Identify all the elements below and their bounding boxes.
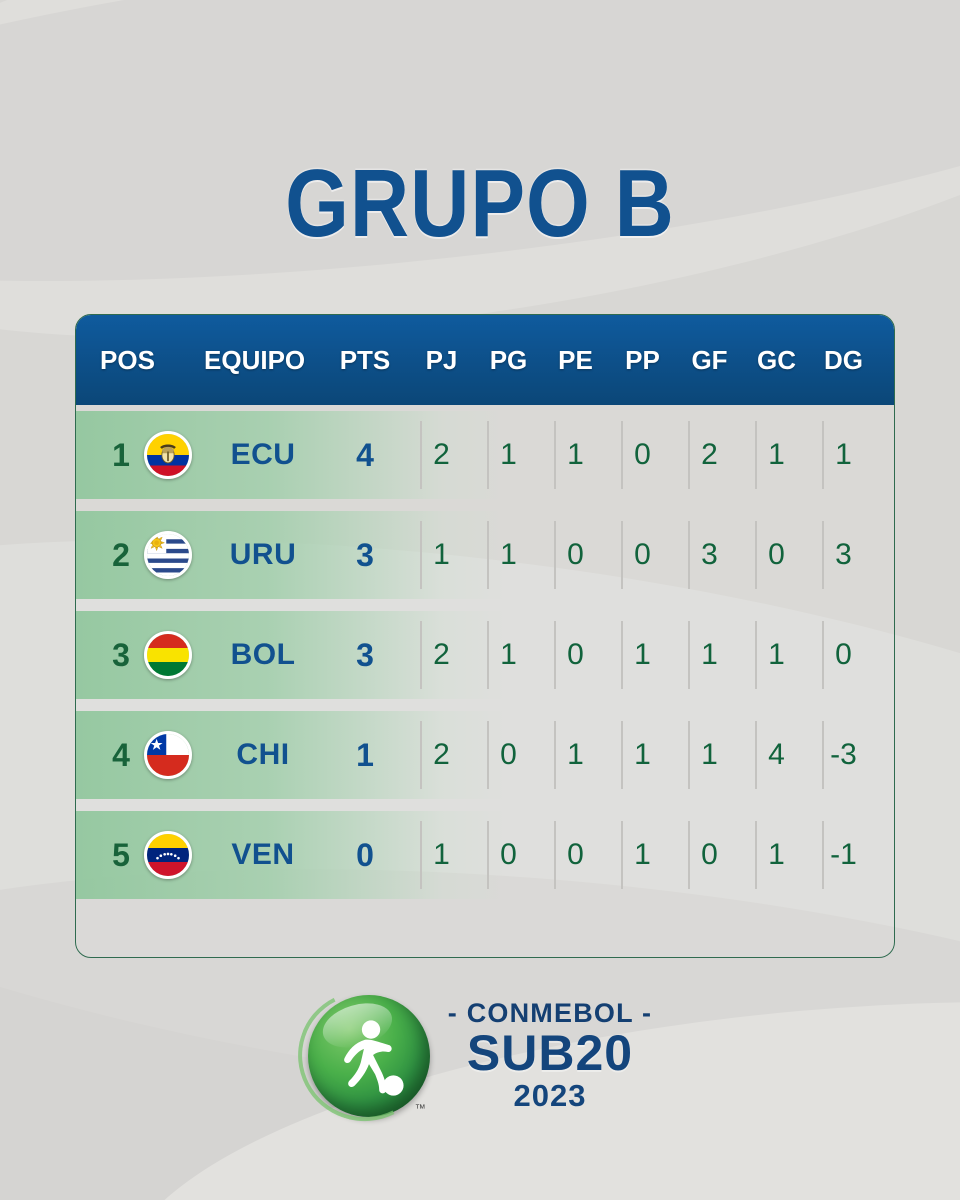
row-stat-pp: 0: [634, 438, 651, 471]
row-flag-cell: [142, 431, 204, 479]
trademark-symbol: ™: [414, 1103, 426, 1115]
flag-bolivia-icon: [144, 631, 192, 679]
row-position: 4: [112, 736, 130, 773]
row-stat-pj: 1: [433, 538, 450, 571]
row-stat-dg: -3: [830, 738, 857, 771]
row-stat-gf: 2: [701, 438, 718, 471]
row-team-code: ECU: [230, 438, 296, 471]
row-position: 1: [112, 436, 130, 473]
row-points: 3: [356, 536, 374, 573]
column-header-pg: PG: [489, 344, 528, 375]
logo-competition-label: SUB20: [466, 1025, 634, 1081]
page-title: GRUPO B: [285, 151, 675, 257]
logo-conmebol-label: - CONMEBOL -: [447, 998, 653, 1028]
row-stat-pj: 2: [433, 738, 450, 771]
row-points: 4: [356, 436, 374, 473]
column-header-gf: GF: [691, 344, 728, 375]
row-stat-pe: 0: [567, 838, 584, 871]
column-header-pp: PP: [625, 344, 660, 375]
row-stat-gc: 4: [768, 738, 785, 771]
row-stat-dg: 3: [835, 538, 852, 571]
table-row[interactable]: 5 VEN 0 1 0 0 1 0 1 -1: [76, 805, 894, 905]
column-header-pe: PE: [558, 344, 593, 375]
flag-ecuador-icon: [144, 431, 192, 479]
row-flag-cell: [142, 631, 204, 679]
row-stat-pp: 1: [634, 738, 651, 771]
row-stat-gf: 1: [701, 738, 718, 771]
flag-chile-icon: [144, 731, 192, 779]
row-stat-dg: 1: [835, 438, 852, 471]
row-stat-dg: 0: [835, 638, 852, 671]
row-stat-gc: 1: [768, 838, 785, 871]
row-team-code: BOL: [230, 638, 296, 671]
column-header-gc: GC: [757, 344, 796, 375]
row-position: 5: [112, 836, 130, 873]
logo-year-label: 2023: [513, 1078, 587, 1113]
row-stat-pe: 0: [567, 638, 584, 671]
row-flag-cell: [142, 831, 204, 879]
row-stat-pj: 1: [433, 838, 450, 871]
row-stat-pg: 1: [500, 638, 517, 671]
table-row[interactable]: 4 CHI 1 2 0 1 1 1 4 -3: [76, 705, 894, 805]
row-stat-gf: 0: [701, 838, 718, 871]
row-position: 3: [112, 636, 130, 673]
table-body: 1 ECU 4 2 1 1 0 2 1 1 2: [76, 405, 894, 905]
row-team-code: URU: [229, 538, 297, 571]
row-team-code: VEN: [231, 838, 295, 871]
row-stat-pg: 0: [500, 738, 517, 771]
row-stat-pg: 1: [500, 438, 517, 471]
table-row[interactable]: 1 ECU 4 2 1 1 0 2 1 1: [76, 405, 894, 505]
row-stat-gf: 3: [701, 538, 718, 571]
conmebol-ball-icon: ™: [280, 973, 447, 1139]
standings-table: POS EQUIPO PTS PJ PG PE PP GF GC DG 1: [75, 314, 895, 958]
column-header-pj: PJ: [425, 344, 458, 375]
row-team-code: CHI: [236, 738, 290, 771]
table-row[interactable]: 2 URU 3 1 1 0 0 3: [76, 505, 894, 605]
row-stat-pp: 1: [634, 638, 651, 671]
row-flag-cell: [142, 731, 204, 779]
column-header-team: EQUIPO: [204, 344, 306, 375]
row-points: 0: [356, 836, 374, 873]
column-header-pts: PTS: [339, 344, 391, 375]
row-stat-gc: 0: [768, 538, 785, 571]
tournament-logo: ™ - CONMEBOL - SUB20 2023: [0, 973, 960, 1139]
table-row[interactable]: 3 BOL 3 2 1 0 1 1 1 0: [76, 605, 894, 705]
row-stat-pp: 0: [634, 538, 651, 571]
row-position: 2: [112, 536, 130, 573]
row-stat-pj: 2: [433, 638, 450, 671]
row-points: 3: [356, 636, 374, 673]
row-stat-pe: 1: [567, 738, 584, 771]
flag-uruguay-icon: [144, 531, 192, 579]
row-stat-pe: 0: [567, 538, 584, 571]
row-flag-cell: [142, 531, 204, 579]
row-stat-gf: 1: [701, 638, 718, 671]
row-stat-pp: 1: [634, 838, 651, 871]
table-header-row: POS EQUIPO PTS PJ PG PE PP GF GC DG: [76, 315, 894, 405]
row-stat-pj: 2: [433, 438, 450, 471]
row-stat-pe: 1: [567, 438, 584, 471]
row-stat-gc: 1: [768, 638, 785, 671]
row-stat-dg: -1: [830, 838, 857, 871]
row-stat-pg: 1: [500, 538, 517, 571]
column-header-dg: DG: [824, 344, 863, 375]
row-stat-pg: 0: [500, 838, 517, 871]
column-header-pos: POS: [100, 344, 155, 375]
flag-venezuela-icon: [144, 831, 192, 879]
row-stat-gc: 1: [768, 438, 785, 471]
row-points: 1: [356, 736, 374, 773]
